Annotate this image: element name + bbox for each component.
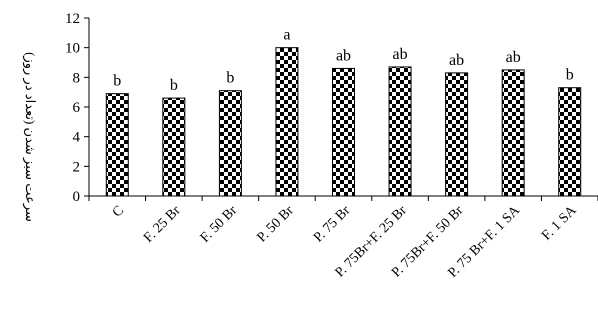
x-category-label: F. 25 Br [141, 203, 184, 246]
significance-letter: a [283, 27, 290, 44]
bar [501, 69, 525, 197]
significance-letter: ab [336, 47, 351, 64]
x-category-label: F. 50 Br [198, 203, 241, 246]
bar [332, 67, 355, 197]
bar [162, 97, 186, 197]
y-tick-label: 8 [73, 70, 81, 86]
bar [388, 66, 412, 197]
y-tick-label: 6 [73, 100, 81, 116]
bar [275, 47, 299, 197]
x-category-label: C [110, 203, 127, 220]
bars [105, 47, 582, 197]
significance-letter: b [113, 73, 121, 90]
significance-letter: b [566, 67, 574, 84]
bar [445, 72, 469, 197]
x-category-label: F. 1 SA [539, 203, 580, 244]
y-tick-label: 10 [65, 41, 80, 57]
bar [105, 93, 129, 197]
significance-letter: b [226, 70, 234, 87]
significance-letter: b [170, 77, 178, 94]
x-category-label: P. 75 Br [311, 203, 353, 245]
y-tick-label: 2 [73, 159, 81, 175]
significance-letter: ab [393, 46, 408, 63]
x-category-label: P. 50 Br [255, 203, 297, 245]
significance-letter: ab [449, 52, 464, 69]
y-tick-label: 12 [65, 11, 80, 27]
y-tick-label: 4 [73, 130, 81, 146]
bar [218, 90, 242, 197]
y-axis-title: سرعت سبز شدن (تعداد در روز) [22, 52, 38, 222]
y-tick-label: 0 [73, 189, 81, 205]
significance-letter: ab [506, 49, 521, 66]
bar [558, 87, 582, 197]
